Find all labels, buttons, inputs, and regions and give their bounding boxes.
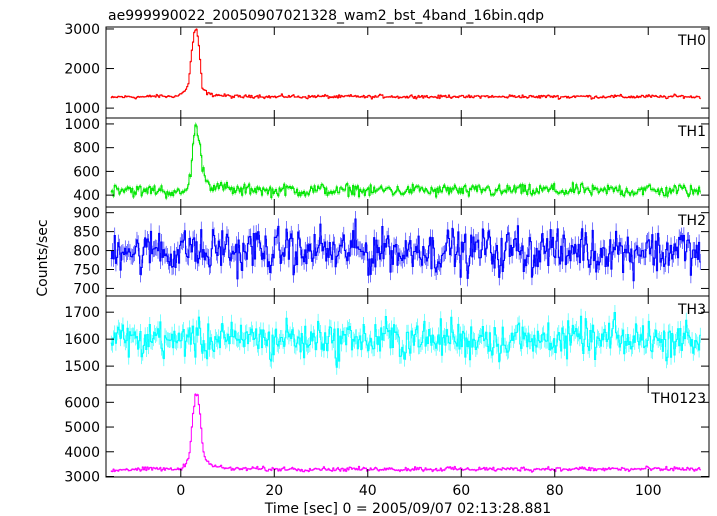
x-axis-label: Time [sec] 0 = 2005/09/07 02:13:28.881 bbox=[264, 501, 551, 516]
series-th2 bbox=[110, 211, 701, 289]
series-th1 bbox=[110, 122, 701, 201]
panel-th0123: 3000 4000 5000 6000 TH0123 bbox=[64, 384, 710, 486]
y-tick-label: 1000 bbox=[64, 101, 100, 117]
y-tick-label: 1000 bbox=[64, 117, 100, 133]
panel-label: TH0 bbox=[677, 33, 706, 49]
y-tick-label: 600 bbox=[73, 164, 100, 180]
x-tick-label: 100 bbox=[635, 483, 662, 499]
panel-label: TH2 bbox=[677, 213, 706, 229]
y-tick-label: 850 bbox=[73, 225, 100, 241]
y-tick-label: 3000 bbox=[64, 470, 100, 486]
series-th0 bbox=[110, 28, 701, 100]
chart-title: ae999990022_20050907021328_wam2_bst_4ban… bbox=[108, 8, 544, 24]
y-tick-label: 750 bbox=[73, 262, 100, 278]
panel-label: TH3 bbox=[677, 302, 706, 318]
x-tick-label: 80 bbox=[546, 483, 564, 499]
y-axis-label: Counts/sec bbox=[35, 219, 51, 296]
y-tick-label: 2000 bbox=[64, 62, 100, 78]
panel-th0: 1000 2000 3000 TH0 bbox=[64, 22, 710, 119]
y-tick-label: 1500 bbox=[64, 359, 100, 375]
y-tick-label: 6000 bbox=[64, 395, 100, 411]
series-line bbox=[110, 28, 701, 100]
y-tick-label: 3000 bbox=[64, 22, 100, 38]
series-line bbox=[110, 218, 701, 282]
series-line bbox=[110, 124, 701, 199]
x-tick-label: 0 bbox=[176, 483, 185, 499]
x-tick-label: 20 bbox=[265, 483, 283, 499]
series-th3 bbox=[110, 305, 701, 375]
x-tick-label: 60 bbox=[452, 483, 470, 499]
y-tick-label: 400 bbox=[73, 188, 100, 204]
panel-label: TH1 bbox=[677, 124, 706, 140]
series-line bbox=[110, 393, 701, 473]
y-tick-label: 1600 bbox=[64, 332, 100, 348]
panel-frame bbox=[105, 384, 710, 478]
y-tick-label: 4000 bbox=[64, 445, 100, 461]
y-tick-label: 800 bbox=[73, 141, 100, 157]
y-tick-label: 700 bbox=[73, 281, 100, 297]
y-tick-label: 800 bbox=[73, 244, 100, 260]
panel-label: TH0123 bbox=[650, 391, 706, 407]
y-tick-label: 900 bbox=[73, 206, 100, 222]
series-line bbox=[110, 311, 701, 368]
y-tick-label: 5000 bbox=[64, 420, 100, 436]
x-tick-label: 40 bbox=[359, 483, 377, 499]
series-th0123 bbox=[110, 393, 701, 473]
y-tick-label: 1700 bbox=[64, 305, 100, 321]
